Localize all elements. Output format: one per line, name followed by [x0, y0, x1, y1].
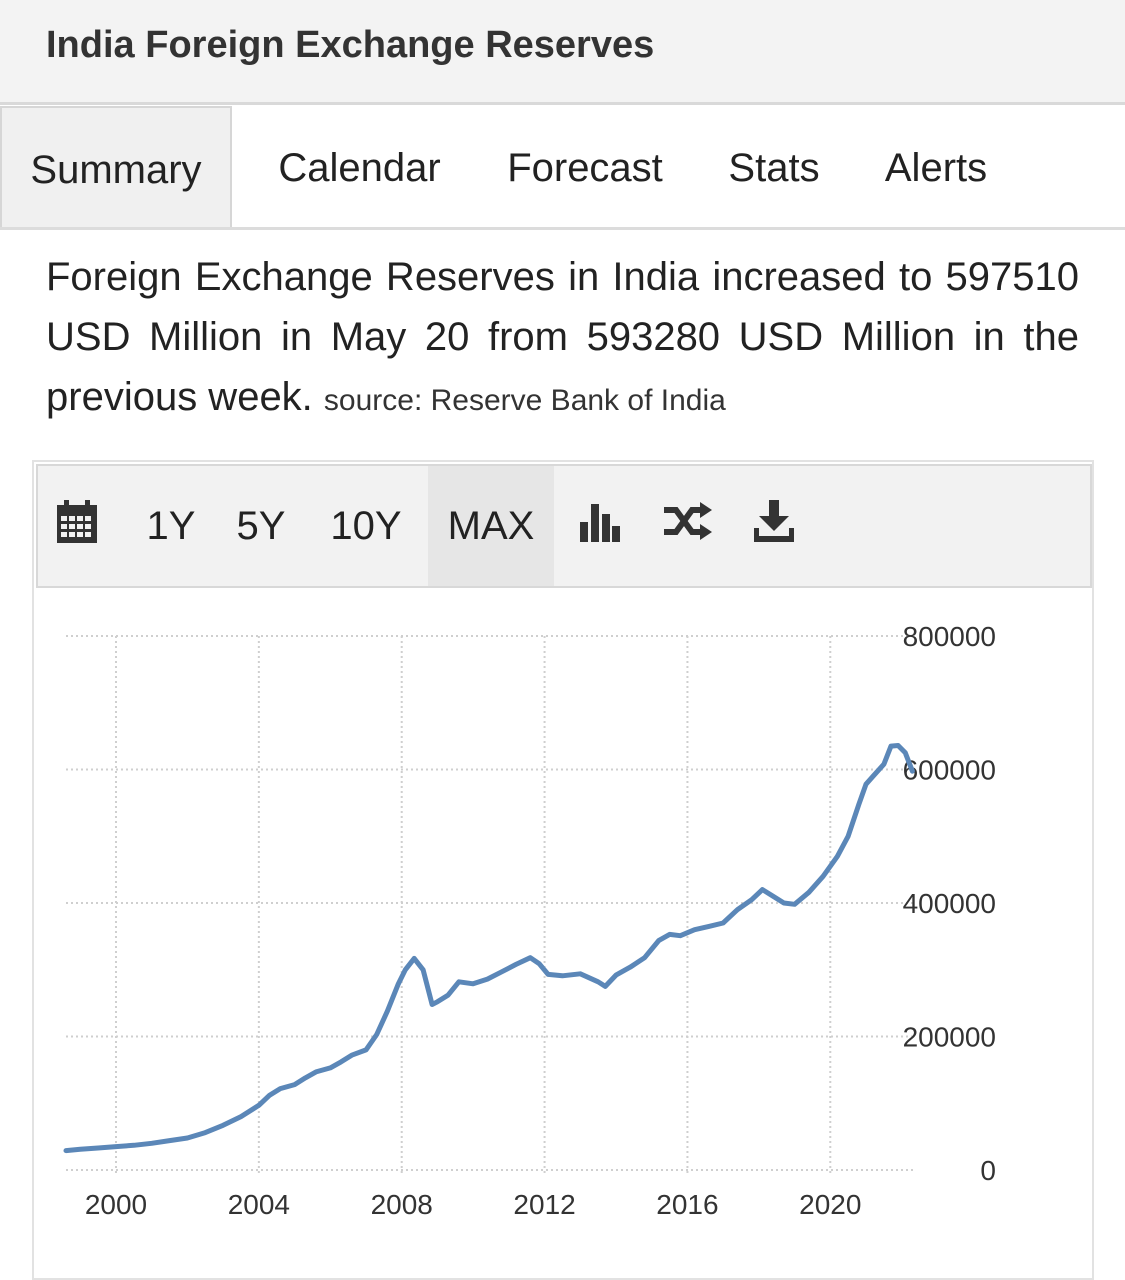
summary-text: Foreign Exchange Reserves in India incre…	[46, 247, 1079, 431]
tab-calendar[interactable]: Calendar	[278, 146, 441, 190]
page-header: India Foreign Exchange Reserves	[0, 0, 1125, 105]
x-tick-label: 2008	[371, 1189, 433, 1220]
calendar-icon[interactable]	[56, 500, 98, 549]
page-title: India Foreign Exchange Reserves	[46, 24, 655, 66]
summary-sentence: Foreign Exchange Reserves in India incre…	[46, 255, 1079, 419]
tab-stats[interactable]: Stats	[728, 146, 820, 190]
y-tick-label: 600000	[903, 755, 996, 786]
series-line	[63, 743, 915, 1154]
y-tick-label: 0	[980, 1155, 996, 1186]
range-1y-button[interactable]: 1Y	[146, 504, 196, 548]
x-tick-label: 2016	[656, 1189, 718, 1220]
y-tick-label: 200000	[903, 1022, 996, 1053]
range-5y-button[interactable]: 5Y	[236, 504, 286, 548]
range-max-button[interactable]: MAX	[428, 466, 554, 586]
y-tick-label: 400000	[903, 888, 996, 919]
tab-summary[interactable]: Summary	[0, 106, 232, 227]
x-tick-label: 2004	[228, 1189, 290, 1220]
tab-bar: Summary Calendar Forecast Stats Alerts	[0, 106, 1125, 230]
y-tick-label: 800000	[903, 621, 996, 652]
bar-chart-icon[interactable]	[580, 500, 620, 549]
shuffle-icon[interactable]	[662, 500, 714, 549]
tab-forecast[interactable]: Forecast	[507, 146, 663, 190]
chart-toolbar: 1Y 5Y 10Y MAX	[36, 464, 1092, 588]
range-10y-button[interactable]: 10Y	[330, 504, 402, 548]
x-tick-label: 2020	[799, 1189, 861, 1220]
tab-alerts[interactable]: Alerts	[884, 146, 988, 190]
source-note: source: Reserve Bank of India	[323, 384, 726, 417]
x-tick-label: 2012	[513, 1189, 575, 1220]
x-tick-label: 2000	[85, 1189, 147, 1220]
download-icon[interactable]	[754, 500, 794, 549]
line-chart: 0 200000 400000 600000 800000 2000 2004 2008 201…	[63, 621, 996, 1220]
chart-panel: 1Y 5Y 10Y MAX	[32, 460, 1094, 1280]
